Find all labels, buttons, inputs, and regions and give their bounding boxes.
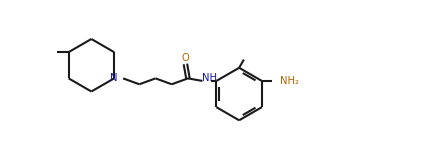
Text: N: N bbox=[110, 73, 118, 83]
Text: NH: NH bbox=[202, 73, 217, 83]
Text: NH₂: NH₂ bbox=[280, 76, 299, 86]
Text: O: O bbox=[181, 53, 189, 63]
